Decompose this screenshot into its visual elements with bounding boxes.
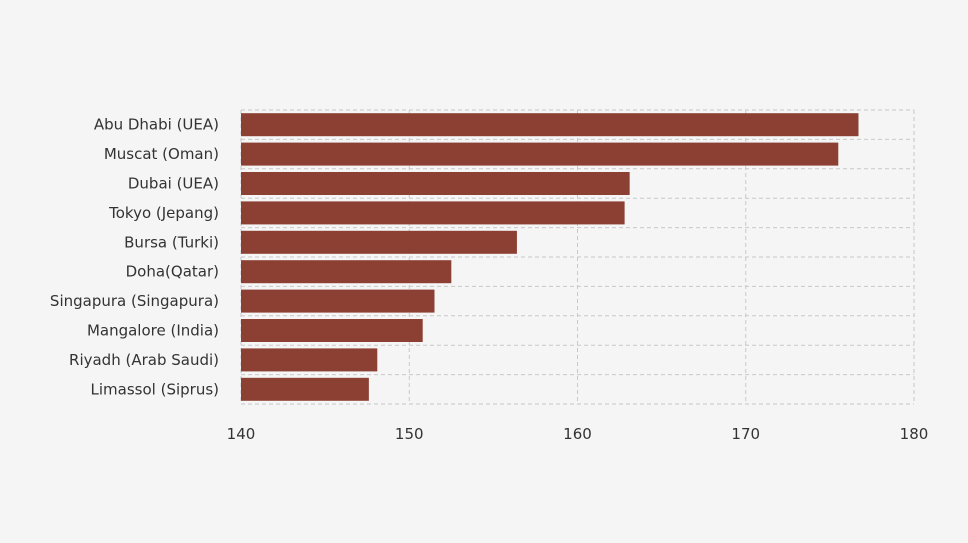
category-label-3: Tokyo (Jepang)	[108, 204, 219, 222]
category-label-0: Abu Dhabi (UEA)	[94, 116, 219, 134]
bar-2[interactable]	[241, 172, 630, 195]
x-tick-labels: 140 150 160 170 180	[227, 425, 929, 443]
x-tick-label-2: 160	[563, 425, 592, 443]
category-label-4: Bursa (Turki)	[124, 233, 219, 251]
x-tick-label-4: 180	[900, 425, 929, 443]
category-label-8: Riyadh (Arab Saudi)	[69, 351, 219, 369]
x-tick-label-0: 140	[227, 425, 256, 443]
x-tick-label-3: 170	[731, 425, 760, 443]
x-tick-label-1: 150	[395, 425, 424, 443]
category-labels: Abu Dhabi (UEA) Muscat (Oman) Dubai (UEA) T…	[50, 116, 219, 399]
bar-8[interactable]	[241, 348, 378, 372]
bar-3[interactable]	[241, 201, 625, 225]
bar-7[interactable]	[241, 319, 423, 342]
bar-5[interactable]	[241, 260, 452, 284]
category-label-2: Dubai (UEA)	[128, 175, 219, 193]
category-label-6: Singapura (Singapura)	[50, 292, 219, 310]
bar-4[interactable]	[241, 230, 517, 254]
bar-0[interactable]	[241, 113, 859, 137]
bar-1[interactable]	[241, 142, 839, 166]
category-label-5: Doha(Qatar)	[126, 263, 219, 281]
category-label-9: Limassol (Siprus)	[91, 380, 219, 398]
category-label-7: Mangalore (India)	[87, 322, 219, 340]
bar-9[interactable]	[241, 377, 369, 401]
bar-6[interactable]	[241, 289, 435, 313]
bars	[241, 113, 859, 401]
category-label-1: Muscat (Oman)	[104, 145, 219, 163]
